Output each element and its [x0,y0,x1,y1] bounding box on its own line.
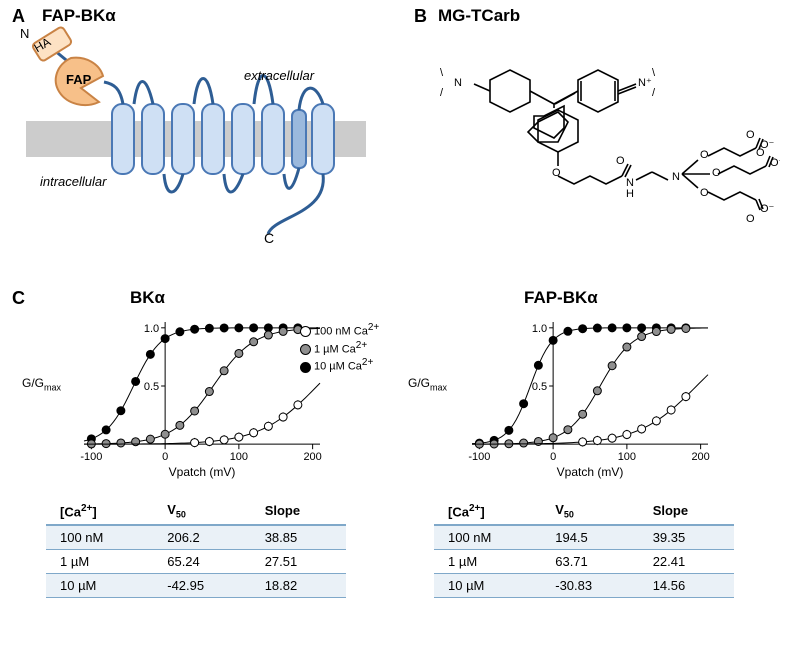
svg-text:H: H [626,188,634,200]
svg-text:O: O [552,167,561,179]
svg-text:0.5: 0.5 [144,381,159,393]
table-left: [Ca2+]V50Slope 100 nM206.238.85 1 µM65.2… [46,498,346,598]
c-terminus-label: C [264,230,274,246]
svg-text:-100: -100 [468,451,490,463]
intracellular-label: intracellular [40,174,106,189]
svg-text:O: O [616,155,625,167]
svg-text:O: O [746,129,755,141]
svg-text:\: \ [440,67,444,79]
chart-right-title: FAP-BKα [524,288,598,308]
svg-text:Vpatch (mV): Vpatch (mV) [557,465,624,479]
svg-text:O: O [712,167,721,179]
svg-text:N: N [672,171,680,183]
chart-legend: 100 nM Ca2+ 1 µM Ca2+ 10 µM Ca2+ [300,322,379,373]
gv-chart-left: -100 0 100 200 0.5 1.0 Vpatch (mV) [42,310,332,480]
th-slope: Slope [251,498,346,525]
panel-b-label: B [414,6,427,27]
svg-text:/: / [652,87,656,99]
svg-text:0: 0 [550,451,556,463]
panel-c-label: C [12,288,25,309]
panel-a-title: FAP-BKα [42,6,116,26]
svg-text:O⁻: O⁻ [760,203,775,215]
svg-text:O⁻: O⁻ [770,157,780,169]
fap-label: FAP [66,72,91,87]
th-ca: [Ca2+] [46,498,153,525]
panel-b-title: MG-TCarb [438,6,520,26]
svg-text:100: 100 [230,451,248,463]
svg-text:-100: -100 [80,451,102,463]
y-label-left: G/Gmax [22,376,61,392]
panel-a-label: A [12,6,25,27]
svg-text:0.5: 0.5 [532,381,547,393]
n-terminus-label: N [20,26,29,41]
svg-text:N: N [454,77,462,89]
svg-text:100: 100 [618,451,636,463]
svg-text:O: O [700,149,709,161]
chart-left-title: BKα [130,288,165,308]
svg-text:N⁺: N⁺ [638,77,652,89]
svg-text:200: 200 [691,451,709,463]
extracellular-label: extracellular [244,68,314,83]
svg-text:Vpatch (mV): Vpatch (mV) [169,465,236,479]
mg-tcarb-structure: N \/ N⁺ \/ O NH N O O O O⁻O O⁻O O⁻O O [420,30,780,240]
svg-text:1.0: 1.0 [144,323,159,335]
svg-text:1.0: 1.0 [532,323,547,335]
svg-text:/: / [440,87,444,99]
svg-text:\: \ [652,67,656,79]
svg-text:0: 0 [162,451,168,463]
th-v50: V50 [153,498,250,525]
svg-text:O: O [700,187,709,199]
gv-chart-right: -100 0 100 200 0.5 1.0 Vpatch (mV) [430,310,720,480]
svg-text:O: O [746,213,755,225]
svg-text:O: O [756,147,765,159]
th-slope-r: Slope [639,498,734,525]
svg-text:200: 200 [303,451,321,463]
table-right: [Ca2+]V50Slope 100 nM194.539.35 1 µM63.7… [434,498,734,598]
th-v50-r: V50 [541,498,638,525]
y-label-right: G/Gmax [408,376,447,392]
fap-bka-diagram [16,26,376,246]
th-ca-r: [Ca2+] [434,498,541,525]
